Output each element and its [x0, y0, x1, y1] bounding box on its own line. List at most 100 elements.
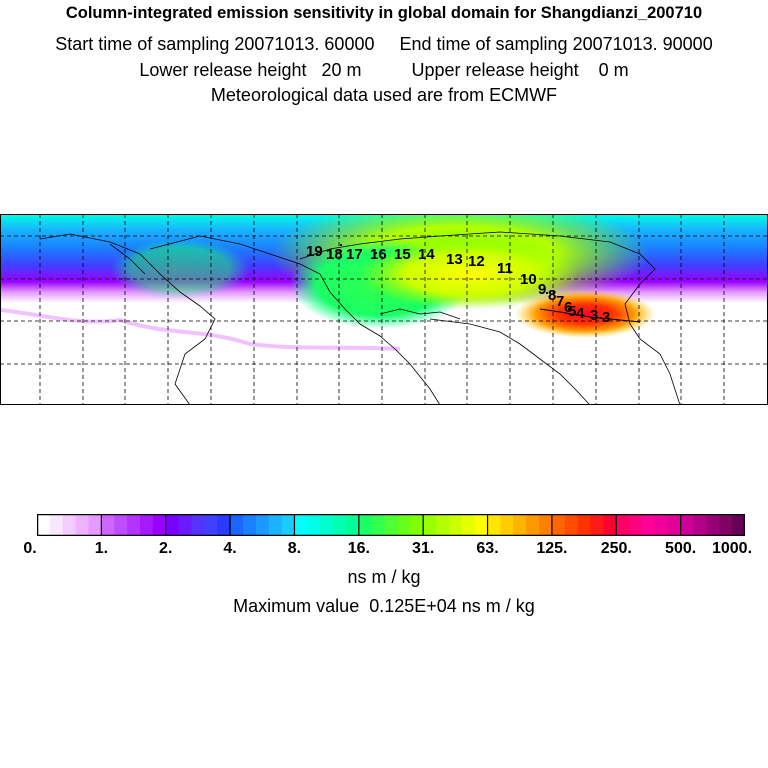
colorbar-swatch: [281, 514, 295, 536]
colorbar-swatch: [513, 514, 527, 536]
colorbar-swatch: [217, 514, 231, 536]
trajectory-label: 17: [346, 246, 363, 263]
trajectory-label: 3: [602, 309, 610, 326]
colorbar-swatch: [564, 514, 579, 536]
colorbar-swatch: [539, 514, 553, 536]
colorbar-tick-label: 1.: [94, 540, 109, 557]
trajectory-label: 6: [564, 299, 572, 316]
colorbar-swatch: [178, 514, 192, 536]
trajectory-label: 14: [418, 246, 435, 263]
colorbar-swatch: [526, 514, 540, 536]
colorbar-swatch: [603, 514, 617, 536]
colorbar-swatch: [101, 514, 115, 536]
trajectory-label: 10: [520, 271, 537, 288]
trajectory-label: 11: [497, 260, 513, 277]
colorbar-tick-label: 1000.: [711, 540, 753, 557]
colorbar-swatch: [732, 514, 745, 536]
colorbar-swatch: [62, 514, 77, 536]
colorbar-swatch: [397, 514, 411, 536]
red-hotspot: [515, 290, 655, 338]
colorbar-swatch: [165, 514, 180, 536]
colorbar-swatch: [629, 514, 643, 536]
colorbar-swatch: [487, 514, 501, 536]
yellow-region: [360, 239, 580, 309]
trajectory-label: 18: [326, 246, 343, 263]
colorbar-swatch: [152, 514, 167, 536]
colorbar-swatch: [448, 514, 463, 536]
trajectory-label: 12: [468, 253, 485, 270]
colorbar-swatch: [358, 514, 373, 536]
colorbar-swatch: [590, 514, 604, 536]
colorbar-swatch: [88, 514, 102, 536]
grid-lines: [0, 214, 768, 405]
sampling-times: Start time of sampling 20071013. 60000 E…: [55, 34, 713, 54]
trajectory-label: 19: [306, 243, 323, 260]
trajectory-label: 16: [370, 246, 387, 263]
colorbar-swatch: [616, 514, 630, 536]
colorbar-tick-label: 250.: [600, 540, 632, 557]
trajectory-label: 5: [568, 303, 576, 320]
colorbar-swatch: [719, 514, 733, 536]
colorbar-swatch: [474, 514, 489, 536]
colorbar-swatch: [75, 514, 89, 536]
trajectory-label: 9: [538, 281, 546, 298]
map-canvas: 19 18 17 16 15 14 13 12 11 10 9 8 7 6 5 …: [0, 214, 768, 405]
emission-sensitivity-map: 19 18 17 16 15 14 13 12 11 10 9 8 7 6 5 …: [0, 214, 768, 405]
trajectory-label: 15: [394, 246, 411, 263]
colorbar-swatch: [680, 514, 695, 536]
green-region-west: [110, 239, 250, 299]
colorbar-swatch: [500, 514, 514, 536]
colorbar-tick-label: 8.: [287, 540, 302, 557]
colorbar-swatch: [642, 514, 656, 536]
colorbar-tick-label: 4.: [223, 540, 237, 557]
colorbar-tick-label: 0.: [23, 540, 37, 557]
colorbar-swatch: [139, 514, 154, 536]
trajectory-label: 8: [548, 287, 556, 304]
colorbar-swatch: [410, 514, 424, 536]
colorbar-tick-label: 500.: [665, 540, 697, 557]
colorbar-swatch: [255, 514, 270, 536]
met-data-source: Meteorological data used are from ECMWF: [210, 85, 558, 105]
release-heights: Lower release height 20 m Upper release …: [139, 60, 629, 80]
colorbar-swatch: [294, 514, 308, 536]
colorbar-swatch: [693, 514, 707, 536]
colorbar-tick-label: 31.: [412, 540, 435, 557]
colorbar-swatch: [384, 514, 398, 536]
purple-edge: [0, 308, 401, 351]
colorbar-swatch: [191, 514, 205, 536]
colorbar-tick-label: 125.: [536, 540, 568, 557]
colorbar-swatch: [371, 514, 386, 536]
maximum-value: Maximum value 0.125E+04 ns m / kg: [233, 596, 535, 616]
colorbar-swatch: [127, 514, 141, 536]
colorbar-swatch: [49, 514, 64, 536]
units-label: ns m / kg: [347, 567, 421, 587]
colorbar-swatch: [654, 514, 669, 536]
colorbar-swatch: [423, 514, 437, 536]
colorbar-swatch: [333, 514, 347, 536]
trajectory-label: 4: [576, 305, 585, 322]
colorbar-swatch: [436, 514, 450, 536]
colorbar-swatch: [230, 514, 244, 536]
trajectory-labels: 19 18 17 16 15 14 13 12 11 10 9 8 7 6 5 …: [306, 243, 610, 326]
colorbar-swatch: [37, 514, 51, 536]
colorbar-swatch: [461, 514, 476, 536]
colorbar-tick-label: 2.: [159, 540, 173, 557]
colorbar: [37, 514, 745, 536]
colorbar-swatch: [204, 514, 218, 536]
colorbar-swatch: [667, 514, 682, 536]
colorbar-swatch: [242, 514, 257, 536]
coastlines: [39, 231, 681, 405]
colorbar-swatch: [551, 514, 566, 536]
colorbar-swatch: [706, 514, 720, 536]
colorbar-swatch: [268, 514, 283, 536]
colorbar-tick-label: 63.: [476, 540, 499, 557]
trajectory-label: 7: [556, 293, 564, 310]
colorbar-swatch: [307, 514, 321, 536]
trajectory-label: 13: [446, 251, 463, 268]
colorbar-tick-label: 16.: [347, 540, 370, 557]
colorbar-swatch: [114, 514, 128, 536]
map-title: Column-integrated emission sensitivity i…: [65, 4, 703, 22]
trajectory-label: 3: [590, 307, 598, 324]
colorbar-swatch: [320, 514, 334, 536]
colorbar-frame: [37, 514, 745, 536]
